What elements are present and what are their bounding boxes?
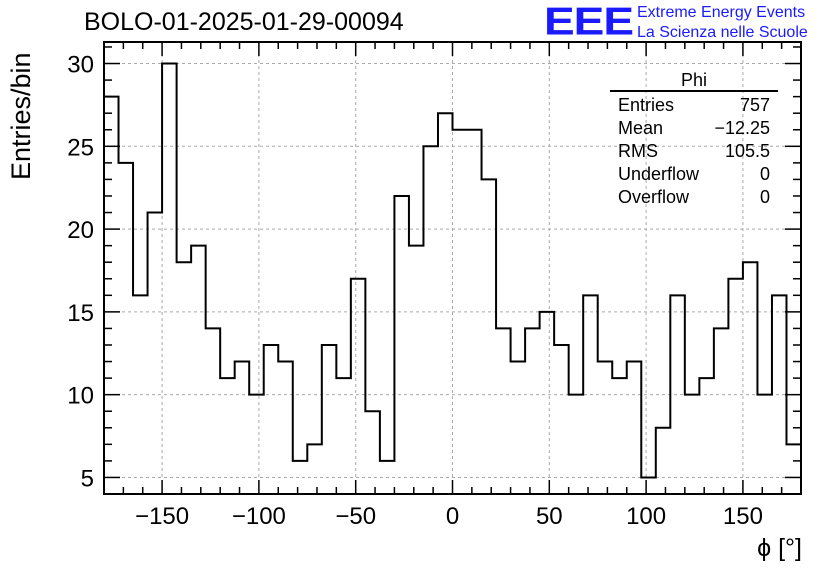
y-tick-label: 10 bbox=[67, 383, 94, 410]
histogram-bin bbox=[482, 179, 497, 494]
stats-value: −12.25 bbox=[714, 118, 770, 138]
histogram-bin bbox=[264, 345, 279, 494]
histogram-bin bbox=[525, 328, 540, 494]
histogram-bin bbox=[423, 146, 438, 494]
histogram-bin bbox=[278, 362, 293, 494]
histogram-bin bbox=[757, 395, 772, 494]
histogram-bin bbox=[351, 279, 366, 494]
x-tick-label: −50 bbox=[335, 503, 376, 530]
y-tick-label: 30 bbox=[67, 52, 94, 79]
stats-row-underflow: Underflow 0 bbox=[610, 163, 778, 186]
histogram-bin bbox=[293, 461, 308, 494]
stats-value: 0 bbox=[759, 187, 770, 207]
histogram-bin bbox=[394, 196, 409, 494]
stats-value: 757 bbox=[739, 95, 770, 115]
logo-line-1: Extreme Energy Events bbox=[637, 4, 806, 21]
histogram-bin bbox=[627, 362, 642, 494]
stats-value: 105.5 bbox=[724, 141, 770, 161]
histogram-bin bbox=[148, 213, 163, 494]
histogram-bin bbox=[554, 345, 569, 494]
chart-title: BOLO-01-2025-01-29-00094 bbox=[84, 8, 404, 36]
stats-title: Phi bbox=[680, 70, 707, 90]
x-tick-label: −150 bbox=[135, 503, 189, 530]
x-tick-label: 100 bbox=[626, 503, 666, 530]
histogram-bin bbox=[467, 130, 482, 494]
histogram-bin bbox=[641, 477, 656, 494]
histogram-bin bbox=[540, 312, 555, 494]
histogram-bin bbox=[191, 246, 206, 494]
histogram-bin bbox=[656, 428, 671, 494]
stats-separator bbox=[610, 90, 778, 92]
grid-layer bbox=[104, 42, 801, 494]
histogram-bin bbox=[496, 328, 511, 494]
histogram-bin bbox=[511, 362, 526, 494]
x-tick-label: 0 bbox=[446, 503, 459, 530]
histogram-bin bbox=[598, 362, 613, 494]
stats-label: Overflow bbox=[618, 187, 690, 207]
histogram-bin bbox=[249, 395, 264, 494]
stats-row-overflow: Overflow 0 bbox=[610, 186, 778, 209]
histogram-bin bbox=[685, 395, 700, 494]
histogram-bin bbox=[743, 262, 758, 494]
histogram-bin bbox=[220, 378, 235, 494]
histogram-bin bbox=[365, 411, 380, 494]
histogram-bin bbox=[336, 378, 351, 494]
histogram-bin bbox=[699, 378, 714, 494]
histogram-bin bbox=[162, 64, 177, 494]
histogram-bin bbox=[438, 113, 453, 494]
x-tick-label: −100 bbox=[232, 503, 286, 530]
stats-row-mean: Mean −12.25 bbox=[610, 117, 778, 140]
y-tick-label: 15 bbox=[67, 300, 94, 327]
histogram-bin bbox=[177, 262, 192, 494]
histogram-bin bbox=[119, 163, 134, 494]
histogram-bin bbox=[714, 328, 729, 494]
histogram-bin bbox=[409, 246, 424, 494]
histogram-bin bbox=[612, 378, 627, 494]
histogram-layer bbox=[103, 62, 802, 494]
y-tick-label: 25 bbox=[67, 134, 94, 161]
histogram-bin bbox=[786, 444, 801, 494]
stats-label: Underflow bbox=[618, 164, 700, 184]
histogram-bin bbox=[322, 345, 337, 494]
stats-label: Mean bbox=[618, 118, 664, 138]
histogram-bin bbox=[206, 328, 221, 494]
stats-row-rms: RMS 105.5 bbox=[610, 140, 778, 163]
x-tick-label: 150 bbox=[723, 503, 763, 530]
x-tick-label: 50 bbox=[536, 503, 563, 530]
stats-value: 0 bbox=[759, 164, 770, 184]
histogram-bin bbox=[569, 395, 584, 494]
axis-layer: −150 −100 −50 0 50 100 150 5 10 15 20 25 30 bbox=[67, 41, 802, 530]
y-tick-label: 20 bbox=[67, 217, 94, 244]
stats-label: RMS bbox=[618, 141, 658, 161]
histogram-bin bbox=[728, 279, 743, 494]
y-tick-label: 5 bbox=[81, 465, 94, 492]
x-axis-label: ϕ [°] bbox=[757, 534, 802, 562]
logo-line-2: La Scienza nelle Scuole bbox=[637, 24, 808, 41]
eee-logo: EEE bbox=[544, 0, 634, 44]
histogram-outline bbox=[103, 62, 802, 494]
stats-box: Phi Entries 757 Mean −12.25 RMS 105.5 Un… bbox=[610, 70, 778, 209]
stats-row-entries: Entries 757 bbox=[610, 94, 778, 117]
y-axis-label: Entries/bin bbox=[6, 52, 36, 180]
histogram-bin bbox=[307, 444, 322, 494]
histogram-bin bbox=[235, 362, 250, 494]
stats-label: Entries bbox=[618, 95, 675, 115]
